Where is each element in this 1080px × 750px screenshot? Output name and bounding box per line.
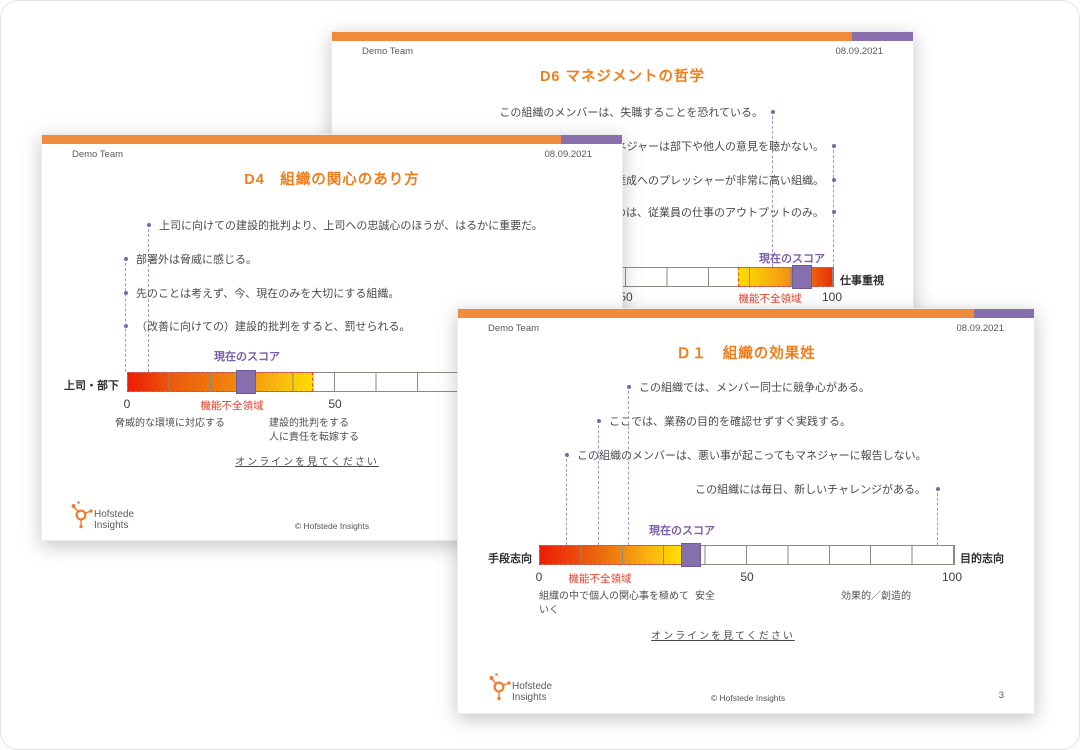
- pointer-line: [598, 425, 599, 545]
- report-date: 08.09.2021: [544, 149, 592, 160]
- team-name: Demo Team: [72, 149, 124, 160]
- logo-text-line1: Hofstede: [512, 681, 553, 692]
- hofstede-logo-icon: [71, 501, 93, 529]
- pointer-dot: [124, 324, 128, 328]
- scale-sub-label-mid-line2: 人に責任を転嫁する: [269, 432, 359, 443]
- copyright-text: © Hofstede Insights: [294, 521, 370, 531]
- pointer-line: [628, 391, 629, 545]
- statement: マネジャーは部下や他人の意見を聴かない。: [604, 141, 824, 153]
- slide-d6-header-bar: [332, 32, 913, 41]
- pointer-dot: [832, 144, 836, 148]
- scale-sub-label-left: 組織の中で個人の関心事を極めて いく: [539, 590, 689, 618]
- statement: 仕事達成へのプレッシャーが非常に高い組織。: [593, 175, 824, 187]
- slide-d1: Demo Team 08.09.2021 Ｄ１ 組織の効果姓 この組織では、メン…: [457, 308, 1035, 714]
- current-score-marker: [235, 370, 257, 394]
- logo-text-line2: Insights: [94, 520, 129, 531]
- scale-sub-label-mid: 建設的批判をする 人に責任を転嫁する: [269, 417, 359, 445]
- scale-sub-label-left-line2: いく: [539, 605, 559, 616]
- statement: この組織のメンバーは、失職することを恐れている。: [499, 107, 763, 119]
- current-score-label: 現在のスコア: [759, 253, 825, 265]
- dysfunction-label: 機能不全領域: [568, 573, 632, 585]
- logo-text-line1: Hofstede: [94, 509, 135, 520]
- statement: この組織のメンバーは、悪い事が起こってもマネジャーに報告しない。: [577, 450, 927, 462]
- pointer-dot: [565, 453, 569, 457]
- statement: （改善に向けての）建設的批判をすると、罰せられる。: [136, 321, 411, 333]
- axis-label-left: 上司・部下: [64, 380, 119, 392]
- scale-sub-label-mid: 安全: [695, 591, 715, 602]
- pointer-line: [772, 116, 773, 267]
- statement: 上司に向けての建設的批判より、上司への忠誠心のほうが、はるかに重要だ。: [159, 220, 543, 232]
- slide-d1-header-bar: [458, 309, 1034, 318]
- report-date: 08.09.2021: [835, 46, 883, 57]
- team-name: Demo Team: [362, 46, 414, 57]
- slide-title: D4 組織の関心のあり方: [244, 172, 420, 188]
- tick-100: 100: [821, 290, 843, 304]
- tick-0: 0: [123, 397, 131, 411]
- slide-title: Ｄ１ 組織の効果姓: [676, 346, 816, 362]
- statement: 部署外は脅威に感じる。: [136, 254, 257, 266]
- tick-0: 0: [535, 570, 543, 584]
- slide-d4-header-purple-segment: [561, 135, 622, 144]
- statement: この組織には毎日、新しいチャレンジがある。: [695, 484, 926, 496]
- statement: ここでは、業務の目的を確認せずすぐ実践する。: [609, 416, 851, 428]
- dysfunction-zone-outline: [539, 545, 701, 565]
- tick-100: 100: [941, 570, 963, 584]
- pointer-line: [125, 263, 126, 372]
- logo-text-line2: Insights: [512, 692, 547, 703]
- slide-d1-header-purple-segment: [974, 309, 1034, 318]
- dysfunction-label: 機能不全領域: [200, 400, 264, 412]
- current-score-label: 現在のスコア: [214, 351, 280, 363]
- pointer-dot: [627, 385, 631, 389]
- statement: するのは、従業員の仕事のアウトプットのみ。: [593, 207, 824, 219]
- pointer-dot: [936, 487, 940, 491]
- dysfunction-zone-outline: [737, 267, 834, 287]
- pointer-dot: [832, 178, 836, 182]
- pointer-dot: [771, 110, 775, 114]
- slide-d6-header-purple-segment: [852, 32, 913, 41]
- dimension-scale-bar: [539, 543, 955, 567]
- pointer-line: [566, 459, 567, 545]
- hofstede-logo: Hofstede Insights: [70, 500, 134, 534]
- pointer-dot: [124, 291, 128, 295]
- dysfunction-zone-outline: [127, 372, 314, 392]
- hofstede-logo: Hofstede Insights: [488, 672, 552, 706]
- dimension-scale-bar: [127, 370, 543, 394]
- scale-sub-label-right: 効果的／創造的: [841, 591, 911, 602]
- current-score-marker: [791, 265, 813, 289]
- view-online-link[interactable]: オンラインを見てください: [235, 457, 379, 468]
- axis-label-right: 仕事重視: [840, 275, 884, 287]
- dysfunction-label: 機能不全領域: [738, 293, 802, 305]
- slide-title: D6 マネジメントの哲学: [539, 69, 706, 85]
- scale-cells: [128, 373, 542, 391]
- pointer-line: [937, 493, 938, 545]
- scale-sub-label-left-line1: 組織の中で個人の関心事を極めて: [539, 591, 689, 602]
- pointer-dot: [832, 210, 836, 214]
- report-date: 08.09.2021: [956, 323, 1004, 334]
- scale-sub-label-left: 脅威的な環境に対応する: [115, 418, 225, 429]
- copyright-text: © Hofstede Insights: [710, 693, 786, 703]
- statement: この組織では、メンバー同士に競争心がある。: [639, 382, 870, 394]
- slide-d4-header-bar: [42, 135, 622, 144]
- team-name: Demo Team: [488, 323, 540, 334]
- scale-sub-label-mid-line1: 建設的批判をする: [269, 418, 349, 429]
- current-score-marker: [680, 543, 702, 567]
- pointer-dot: [124, 257, 128, 261]
- statement: 先のことは考えず、今、現在のみを大切にする組織。: [136, 288, 400, 300]
- pointer-line: [148, 229, 149, 372]
- scale-cells: [540, 546, 954, 564]
- axis-label-right: 目的志向: [960, 553, 1004, 565]
- view-online-link[interactable]: オンラインを見てください: [651, 631, 795, 642]
- pointer-line: [833, 150, 834, 267]
- tick-50: 50: [740, 570, 754, 584]
- current-score-label: 現在のスコア: [649, 525, 715, 537]
- pointer-dot: [147, 223, 151, 227]
- axis-label-left: 手段志向: [488, 553, 532, 565]
- tick-50: 50: [328, 397, 342, 411]
- hofstede-logo-icon: [489, 673, 511, 701]
- pointer-dot: [597, 419, 601, 423]
- page-number: 3: [998, 690, 1004, 701]
